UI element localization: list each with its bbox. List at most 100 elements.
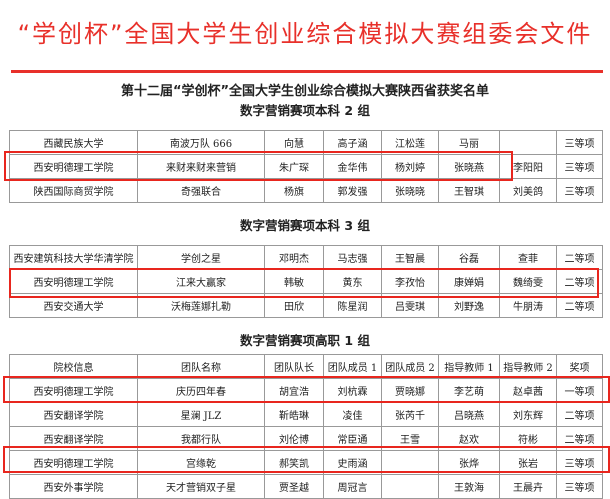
table-cell: 王智琪 — [438, 178, 500, 203]
table-cell: 三等项 — [556, 130, 603, 155]
section-title: 数字营销赛项本科 3 组 — [240, 218, 370, 233]
table-row: 西安建筑科技大学华清学院 学创之星 邓明杰 马志强 王智晨 谷磊 查菲 二等项 — [9, 245, 603, 270]
table-row: 西安明德理工学院 宫缘乾 郝笑凯 史雨涵 张烨 张岩 三等项 — [9, 450, 603, 475]
table-cell: 西藏民族大学 — [9, 130, 138, 155]
table-cell: 宫缘乾 — [137, 450, 265, 475]
table-cell: 李阳阳 — [499, 154, 557, 179]
table-cell: 朱广琛 — [264, 154, 324, 179]
red-divider — [11, 70, 603, 73]
table-cell: 江松莲 — [381, 130, 439, 155]
table-cell: 三等项 — [556, 154, 603, 179]
table-cell: 张岩 — [499, 450, 557, 475]
table-cell: 向慧 — [264, 130, 324, 155]
table-row: 陕西国际商贸学院 奇强联合 杨旗 郭发强 张晓晓 王智琪 刘美鸽 三等项 — [9, 178, 603, 203]
table-cell — [381, 474, 439, 499]
table-cell: 二等项 — [556, 402, 603, 427]
table-cell: 来财来财来营销 — [137, 154, 265, 179]
results-table: 西安建筑科技大学华清学院 学创之星 邓明杰 马志强 王智晨 谷磊 查菲 二等项 西安明德理工学院… — [9, 245, 603, 318]
table-cell: 李艺萌 — [438, 378, 500, 403]
table-cell: 陕西国际商贸学院 — [9, 178, 138, 203]
table-cell: 奖项 — [556, 354, 603, 379]
table-cell: 江来大赢家 — [137, 269, 265, 294]
table-cell: 刘东辉 — [499, 402, 557, 427]
table-cell: 谷磊 — [438, 245, 500, 270]
table-cell: 康婵娟 — [438, 269, 500, 294]
table-cell: 西安明德理工学院 — [9, 378, 138, 403]
table-cell: 邓明杰 — [264, 245, 324, 270]
table-cell: 刘美鸽 — [499, 178, 557, 203]
table-cell: 刘野逸 — [438, 293, 500, 318]
table-cell: 西安外事学院 — [9, 474, 138, 499]
table-cell: 贾晓娜 — [381, 378, 439, 403]
table-cell: 我都行队 — [137, 426, 265, 451]
table-cell: 西安明德理工学院 — [9, 269, 138, 294]
table-header-row: 院校信息 团队名称 团队队长 团队成员 1 团队成员 2 指导教师 1 指导教师 2 奖项 — [9, 354, 603, 379]
table-cell: 李孜怡 — [381, 269, 439, 294]
table-cell: 西安明德理工学院 — [9, 450, 138, 475]
table-cell: 符彬 — [499, 426, 557, 451]
table-cell: 赵卓茜 — [499, 378, 557, 403]
table-cell: 郝笑凯 — [264, 450, 324, 475]
table-cell: 指导教师 1 — [438, 354, 500, 379]
table-cell: 田欣 — [264, 293, 324, 318]
table-cell: 团队名称 — [137, 354, 265, 379]
table-cell: 陈星润 — [323, 293, 382, 318]
table-cell: 星澜 JLZ — [137, 402, 265, 427]
table-cell: 西安翻译学院 — [9, 402, 138, 427]
table-row: 西安明德理工学院 来财来财来营销 朱广琛 金华伟 杨刘婷 张晓燕 李阳阳 三等项 — [9, 154, 603, 179]
table-cell: 南波万队 666 — [137, 130, 265, 155]
table-cell: 二等项 — [556, 269, 603, 294]
table-cell: 一等项 — [556, 378, 603, 403]
results-table: 院校信息 团队名称 团队队长 团队成员 1 团队成员 2 指导教师 1 指导教师 2 奖项 西安… — [9, 354, 603, 499]
table-row: 西藏民族大学 南波万队 666 向慧 高子涵 江松莲 马丽 三等项 — [9, 130, 603, 155]
table-cell: 靳皓琳 — [264, 402, 324, 427]
document-title: “学创杯”全国大学生创业综合模拟大赛组委会文件 — [17, 20, 593, 48]
table-cell: 刘伦博 — [264, 426, 324, 451]
table-row: 西安翻译学院 星澜 JLZ 靳皓琳 凌佳 张芮千 吕晓燕 刘东辉 二等项 — [9, 402, 603, 427]
table-row: 西安明德理工学院 江来大赢家 韩敏 黄东 李孜怡 康婵娟 魏绮雯 二等项 — [9, 269, 603, 294]
results-table: 西藏民族大学 南波万队 666 向慧 高子涵 江松莲 马丽 三等项 西安明德理工学院 来财来财来… — [9, 130, 603, 203]
table-cell: 王智晨 — [381, 245, 439, 270]
table-row: 西安外事学院 天才营销双子星 贾圣越 周冠言 王敦海 王晨卉 三等项 — [9, 474, 603, 499]
document-subtitle: 第十二届“学创杯”全国大学生创业综合模拟大赛陕西省获奖名单 — [120, 84, 490, 99]
table-cell: 王雪 — [381, 426, 439, 451]
table-row: 西安交通大学 沃梅莲娜扎勒 田欣 陈星润 吕雯琪 刘野逸 牛朋涛 二等项 — [9, 293, 603, 318]
table-cell: 魏绮雯 — [499, 269, 557, 294]
table-row: 西安明德理工学院 庆历四年春 胡宜浩 刘杭霖 贾晓娜 李艺萌 赵卓茜 一等项 — [9, 378, 603, 403]
table-cell: 黄东 — [323, 269, 382, 294]
table-cell: 三等项 — [556, 178, 603, 203]
table-cell: 二等项 — [556, 293, 603, 318]
table-cell: 张晓燕 — [438, 154, 500, 179]
table-cell: 二等项 — [556, 426, 603, 451]
table-cell: 马志强 — [323, 245, 382, 270]
table-cell: 奇强联合 — [137, 178, 265, 203]
table-cell: 张晓晓 — [381, 178, 439, 203]
table-cell: 三等项 — [556, 450, 603, 475]
table-cell: 西安交通大学 — [9, 293, 138, 318]
table-cell: 学创之星 — [137, 245, 265, 270]
table-cell: 牛朋涛 — [499, 293, 557, 318]
table-cell: 常臣通 — [323, 426, 382, 451]
table-cell: 沃梅莲娜扎勒 — [137, 293, 265, 318]
table-cell: 团队成员 2 — [381, 354, 439, 379]
table-cell: 周冠言 — [323, 474, 382, 499]
table-cell: 胡宜浩 — [264, 378, 324, 403]
table-cell: 指导教师 2 — [499, 354, 557, 379]
table-cell: 王敦海 — [438, 474, 500, 499]
table-cell: 史雨涵 — [323, 450, 382, 475]
table-cell: 西安明德理工学院 — [9, 154, 138, 179]
table-cell: 马丽 — [438, 130, 500, 155]
table-cell: 院校信息 — [9, 354, 138, 379]
table-cell: 韩敏 — [264, 269, 324, 294]
table-cell: 杨旗 — [264, 178, 324, 203]
table-cell: 金华伟 — [323, 154, 382, 179]
table-cell: 庆历四年春 — [137, 378, 265, 403]
table-cell: 高子涵 — [323, 130, 382, 155]
table-cell: 张芮千 — [381, 402, 439, 427]
table-cell: 凌佳 — [323, 402, 382, 427]
table-cell: 天才营销双子星 — [137, 474, 265, 499]
table-cell: 团队成员 1 — [323, 354, 382, 379]
table-cell: 王晨卉 — [499, 474, 557, 499]
table-cell — [381, 450, 439, 475]
table-cell: 吕晓燕 — [438, 402, 500, 427]
